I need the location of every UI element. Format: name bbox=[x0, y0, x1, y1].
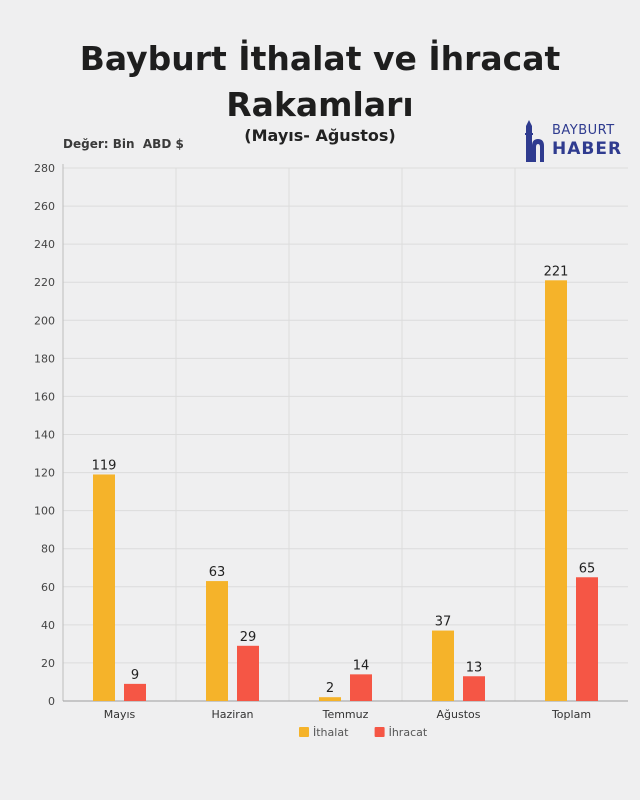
bar-ihracat bbox=[463, 676, 485, 701]
unit-label: Değer: Bin ABD $ bbox=[63, 137, 184, 151]
bar-ihracat bbox=[237, 645, 259, 701]
y-tick-label: 240 bbox=[34, 238, 55, 251]
legend-label-ithalat[interactable]: İthalat bbox=[313, 726, 349, 739]
y-tick-label: 60 bbox=[41, 581, 55, 594]
bar-ihracat bbox=[576, 577, 598, 701]
y-tick-label: 200 bbox=[34, 314, 55, 327]
data-labels: 119 9 63 29 2 14 37 13 221 65 bbox=[92, 264, 596, 696]
x-tick-label: Haziran bbox=[211, 708, 253, 721]
chart-title: Bayburt İthalat ve İhracat Rakamları bbox=[40, 36, 600, 128]
y-tick-label: 140 bbox=[34, 429, 55, 442]
legend[interactable]: İthalat İhracat bbox=[299, 726, 428, 739]
y-tick-label: 120 bbox=[34, 467, 55, 480]
data-label: 37 bbox=[435, 615, 452, 630]
minaret-logo-icon bbox=[525, 120, 544, 162]
bar-ihracat bbox=[350, 674, 372, 701]
data-label: 221 bbox=[544, 264, 569, 279]
axes: 0 20 40 60 80 100 120 140 160 180 200 220 240 260 280 M… bbox=[34, 162, 628, 721]
y-tick-label: 0 bbox=[48, 695, 55, 708]
data-label: 65 bbox=[579, 561, 596, 576]
logo-text-top: BAYBURT bbox=[552, 123, 615, 138]
bar-ihracat bbox=[124, 683, 146, 701]
data-label: 13 bbox=[466, 660, 483, 675]
bayburt-haber-logo: BAYBURT HABER bbox=[522, 120, 622, 164]
chart-title-line-2: Rakamları bbox=[226, 85, 414, 124]
legend-label-ihracat[interactable]: İhracat bbox=[389, 726, 428, 739]
x-tick-label: Ağustos bbox=[437, 708, 481, 721]
bar-ithalat bbox=[93, 474, 115, 701]
bar-ithalat bbox=[432, 630, 454, 701]
y-tick-label: 40 bbox=[41, 619, 55, 632]
y-tick-label: 100 bbox=[34, 505, 55, 518]
grid-lines bbox=[63, 167, 628, 701]
chart-subtitle: (Mayıs- Ağustos) bbox=[244, 126, 396, 145]
x-tick-label: Temmuz bbox=[322, 708, 369, 721]
y-tick-label: 80 bbox=[41, 543, 55, 556]
y-tick-label: 280 bbox=[34, 162, 55, 175]
chart-title-line-1: Bayburt İthalat ve İhracat bbox=[79, 39, 561, 78]
y-tick-label: 220 bbox=[34, 276, 55, 289]
bar-ithalat bbox=[206, 581, 228, 701]
data-label: 2 bbox=[326, 681, 334, 696]
data-label: 119 bbox=[92, 458, 117, 473]
y-tick-label: 180 bbox=[34, 352, 55, 365]
x-tick-label: Mayıs bbox=[104, 708, 136, 721]
data-label: 29 bbox=[240, 630, 257, 645]
y-tick-label: 160 bbox=[34, 390, 55, 403]
y-tick-label: 20 bbox=[41, 657, 55, 670]
data-label: 63 bbox=[209, 565, 226, 580]
bars bbox=[93, 280, 598, 701]
y-tick-label: 260 bbox=[34, 200, 55, 213]
logo-text-bottom: HABER bbox=[552, 139, 623, 159]
data-label: 14 bbox=[353, 658, 370, 673]
bar-ithalat bbox=[545, 280, 567, 701]
legend-swatch-ithalat[interactable] bbox=[299, 727, 309, 737]
legend-swatch-ihracat[interactable] bbox=[374, 727, 385, 737]
data-label: 9 bbox=[131, 668, 139, 683]
bar-ithalat bbox=[319, 697, 341, 701]
x-tick-label: Toplam bbox=[551, 708, 591, 721]
